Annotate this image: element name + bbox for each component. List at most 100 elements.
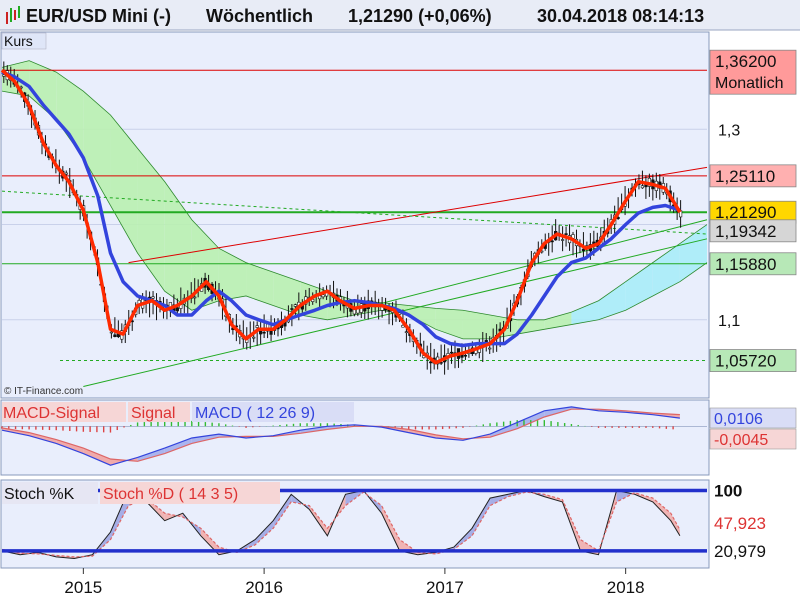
candle-body: [2, 74, 6, 77]
stoch-value-text: 100: [714, 482, 742, 501]
macd-value-labels: 0,0106 -0,0045: [709, 407, 797, 450]
macd-fill: [300, 426, 328, 434]
price-label-sub: Monatlich: [715, 75, 783, 92]
macd-fill: [137, 448, 165, 462]
candle-body: [252, 336, 256, 339]
cloud-segment: [652, 243, 680, 296]
instrument-name: EUR/USD Mini (-): [26, 6, 171, 26]
price-label-value: 1,19342: [715, 222, 776, 241]
stoch-legend: Stoch %K Stoch %D ( 14 3 5): [2, 482, 280, 504]
candle-body: [463, 354, 468, 357]
candle-body: [439, 362, 443, 364]
stoch-legend-d: Stoch %D ( 14 3 5): [103, 486, 238, 503]
cloud-segment: [164, 181, 192, 311]
stoch-k-line: [1, 489, 681, 560]
stoch-fill: [670, 513, 680, 536]
x-tick-label: 2015: [64, 578, 102, 597]
price-label-value: 1,15880: [715, 255, 776, 274]
candle-body: [175, 307, 179, 312]
trendline: [128, 166, 708, 264]
macd-fill: [56, 439, 84, 454]
candle-body: [113, 334, 117, 337]
macd-value-box: [709, 407, 797, 429]
price-label-box: [709, 252, 797, 276]
cloud-segment: [462, 310, 491, 339]
cloud-segment: [29, 60, 57, 120]
price-label-value: 1,21290: [715, 203, 776, 222]
macd-legend: MACD-Signal Signal MACD ( 12 26 9): [2, 402, 354, 422]
stoch-fill: [200, 528, 219, 555]
price-change: 1,21290 (+0,06%): [348, 6, 492, 26]
macd-series: [1, 406, 680, 466]
candle-body: [193, 296, 197, 299]
candle-body: [640, 185, 645, 189]
macd-value-text: 0,0106: [714, 411, 763, 428]
macd-fill: [29, 432, 57, 444]
price-label-value: 1,05720: [715, 352, 776, 371]
stoch-value-text: 47,923: [714, 514, 766, 533]
stoch-fill: [652, 498, 671, 521]
stoch-fill: [164, 513, 183, 521]
cloud-segment: [571, 300, 599, 325]
stoch-fill: [255, 520, 274, 545]
macd-fill: [191, 434, 219, 444]
candle-body: [321, 294, 325, 298]
macd-fill: [83, 448, 111, 466]
candle-body: [255, 325, 259, 328]
macd-legend-signal: Signal: [131, 405, 175, 422]
candle-body: [581, 248, 586, 251]
price-series: [0, 68, 682, 365]
stoch-fill: [273, 494, 292, 529]
price-label-box: [709, 219, 797, 243]
price-line: [0, 68, 682, 365]
macd-fill: [408, 429, 436, 438]
support-resistance-lines: [1, 69, 708, 387]
candle-body: [429, 361, 433, 364]
header-bar: [0, 0, 800, 30]
cloud-segment: [544, 312, 572, 330]
candle-body: [293, 304, 297, 307]
stoch-legend-k: Stoch %K: [4, 486, 75, 503]
cloud-segment: [625, 262, 653, 311]
cloud-segment: [408, 305, 436, 330]
cloud-segment: [218, 248, 247, 301]
timestamp: 30.04.2018 08:14:13: [537, 6, 704, 26]
dashed-guide-line: [1, 190, 708, 235]
macd-legend-signal-diff: MACD-Signal: [3, 405, 100, 422]
candle-body: [290, 308, 294, 310]
price-panel: [0, 31, 710, 399]
macd-fill: [164, 438, 192, 454]
x-tick-label: 2017: [426, 578, 464, 597]
candle-body: [404, 331, 409, 334]
cloud-segment: [137, 148, 165, 292]
cloud-segment: [110, 114, 138, 254]
macd-signal-line: [1, 408, 680, 462]
candle-body: [561, 239, 565, 241]
stoch-fill: [381, 505, 400, 551]
candle-body: [64, 172, 68, 175]
x-tick-label: 2016: [245, 578, 283, 597]
cloud-segment: [435, 308, 463, 339]
price-label-value: 1,36200: [715, 52, 776, 71]
stoch-fill: [472, 498, 491, 536]
price-y-tick-label: 1,1: [718, 313, 740, 330]
candle-body: [550, 240, 554, 243]
candle-body: [109, 331, 114, 334]
source-credit: © IT-Finance.com: [4, 386, 83, 397]
price-panel-title: Kurs: [4, 33, 33, 49]
cloud-segment: [246, 262, 274, 306]
x-axis: 2015 2016 2017 2018: [64, 568, 645, 597]
macd-legend-macd: MACD ( 12 26 9): [195, 405, 315, 422]
price-label-box: [709, 164, 797, 188]
cloud-segment: [56, 72, 84, 158]
stoch-value-labels: 100 47,923 20,979: [714, 482, 766, 561]
macd-value-box: [709, 428, 797, 450]
price-label-box: [709, 49, 797, 95]
stoch-fill: [309, 505, 328, 536]
header-logo-icon: [6, 6, 20, 24]
x-tick-label: 2018: [607, 578, 645, 597]
price-y-tick-label: 1,3: [718, 122, 740, 139]
candle-body: [488, 347, 492, 350]
